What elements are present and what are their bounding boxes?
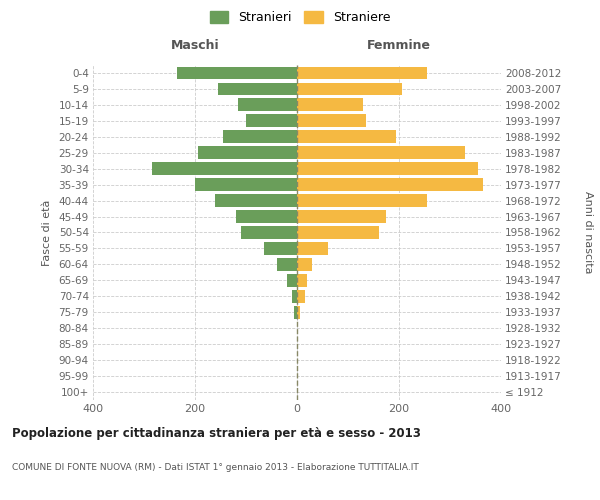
Bar [295, 306, 297, 318]
Bar [241, 226, 297, 239]
Bar [297, 178, 483, 191]
Bar [297, 274, 307, 286]
Bar [297, 258, 313, 271]
Bar [197, 146, 297, 159]
Bar [292, 290, 297, 302]
Bar [297, 82, 401, 96]
Bar [238, 98, 297, 112]
Text: COMUNE DI FONTE NUOVA (RM) - Dati ISTAT 1° gennaio 2013 - Elaborazione TUTTITALI: COMUNE DI FONTE NUOVA (RM) - Dati ISTAT … [12, 462, 419, 471]
Bar [297, 130, 397, 143]
Bar [218, 82, 297, 96]
Bar [297, 242, 328, 255]
Text: Maschi: Maschi [170, 40, 220, 52]
Bar [264, 242, 297, 255]
Bar [277, 258, 297, 271]
Bar [297, 98, 364, 112]
Bar [297, 114, 366, 127]
Bar [223, 130, 297, 143]
Bar [215, 194, 297, 207]
Y-axis label: Anni di nascita: Anni di nascita [583, 191, 593, 274]
Bar [297, 194, 427, 207]
Bar [297, 306, 299, 318]
Bar [297, 66, 427, 80]
Bar [236, 210, 297, 223]
Bar [195, 178, 297, 191]
Bar [152, 162, 297, 175]
Bar [297, 226, 379, 239]
Text: Femmine: Femmine [367, 40, 431, 52]
Bar [297, 146, 466, 159]
Bar [297, 290, 305, 302]
Bar [246, 114, 297, 127]
Text: Popolazione per cittadinanza straniera per età e sesso - 2013: Popolazione per cittadinanza straniera p… [12, 428, 421, 440]
Bar [177, 66, 297, 80]
Bar [287, 274, 297, 286]
Bar [297, 210, 386, 223]
Bar [297, 162, 478, 175]
Y-axis label: Fasce di età: Fasce di età [41, 200, 52, 266]
Legend: Stranieri, Straniere: Stranieri, Straniere [209, 11, 391, 24]
